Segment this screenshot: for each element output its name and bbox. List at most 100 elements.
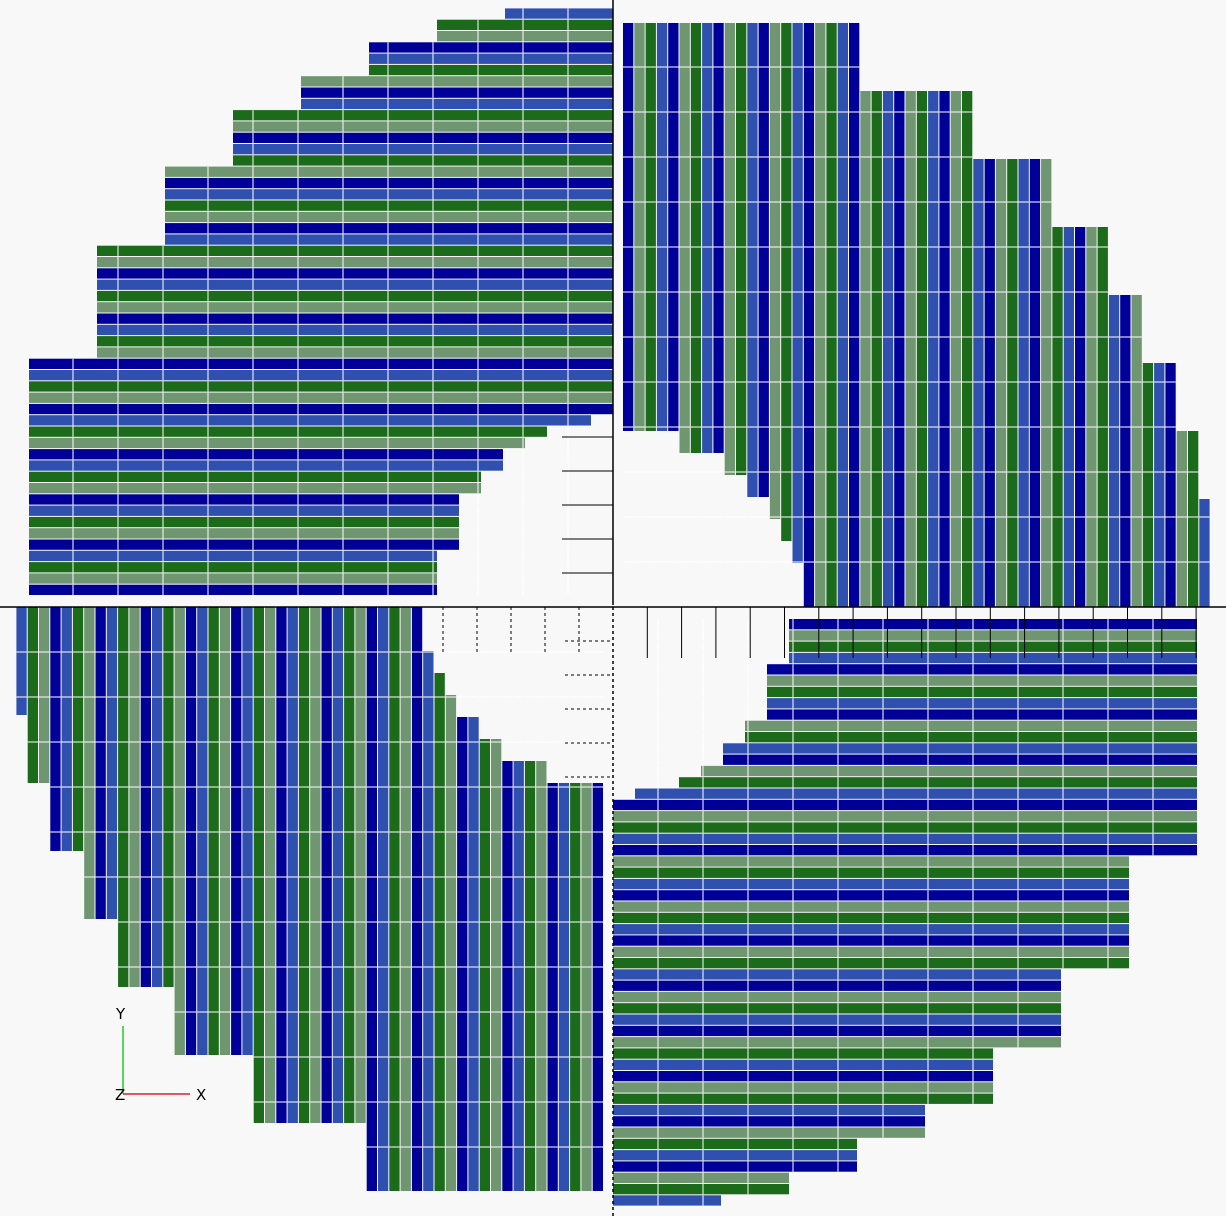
top-left-strip — [165, 177, 613, 189]
bottom-left-strip — [400, 607, 411, 1191]
top-left-strip — [29, 358, 613, 369]
bottom-left-strip — [332, 607, 344, 1123]
top-right-strip — [656, 23, 668, 431]
top-left-strip — [29, 437, 525, 449]
bottom-right-strip — [767, 686, 1197, 698]
top-left-strip — [97, 279, 613, 290]
top-right-strip — [1018, 159, 1029, 607]
bottom-right-strip — [613, 935, 1129, 946]
top-left-strip — [97, 302, 613, 313]
gizmo-y-label: Y — [115, 1005, 126, 1023]
top-right-strip — [1188, 431, 1199, 607]
gizmo-z-label: Z — [115, 1086, 125, 1104]
top-left-strip — [29, 573, 437, 584]
bottom-left-strip — [536, 761, 547, 1191]
bottom-left-strip — [129, 607, 140, 987]
bottom-left-strip — [219, 607, 231, 1055]
bottom-left-strip — [581, 783, 592, 1191]
top-right-strip — [928, 91, 939, 607]
axis-ticks — [442, 436, 1197, 778]
top-right-strip — [1086, 227, 1097, 607]
top-right-strip — [758, 23, 769, 497]
top-right-strip — [849, 23, 860, 607]
top-left-strip — [29, 460, 503, 471]
top-left-strip — [29, 584, 437, 595]
top-right-strip — [1199, 499, 1210, 607]
bottom-right-strip — [613, 1150, 857, 1161]
bottom-left-strip — [524, 761, 536, 1191]
bottom-left-strip — [231, 607, 242, 1055]
top-left-strip — [301, 87, 613, 98]
bottom-right-strip — [613, 856, 1129, 867]
bottom-left-strip — [389, 607, 400, 1191]
top-left-strip — [29, 403, 613, 415]
bottom-right-strip — [613, 1048, 993, 1059]
top-left-strip — [97, 290, 613, 302]
top-left-strip — [29, 539, 459, 550]
bottom-right-strip — [613, 867, 1129, 878]
bottom-right-strip — [613, 1127, 925, 1138]
bottom-right-strip — [767, 664, 1197, 675]
bottom-right-strip — [613, 1003, 1061, 1014]
bottom-right-strip — [613, 980, 1061, 991]
bottom-left-strip — [163, 607, 174, 987]
top-right-strip — [1029, 159, 1041, 607]
top-left-strip — [437, 19, 613, 30]
bottom-left-strip — [457, 717, 468, 1191]
top-right-strip — [815, 23, 826, 607]
bottom-left-strip — [174, 607, 185, 1055]
top-right-strip — [939, 91, 950, 607]
top-left-strip — [29, 550, 437, 562]
top-left-strip — [29, 426, 547, 437]
bottom-left-strip — [50, 607, 61, 851]
top-right-strip — [713, 23, 724, 453]
bottom-right-strip — [613, 1037, 1061, 1048]
top-left-strip — [29, 483, 481, 494]
top-right-strip — [1154, 363, 1165, 607]
bottom-right-strip — [613, 822, 1197, 833]
top-left-strip — [29, 562, 437, 573]
top-left-strip — [233, 144, 613, 155]
bottom-left-strip — [513, 761, 524, 1191]
top-right-strip — [792, 23, 803, 563]
quadrant-top-left-tiles — [29, 8, 613, 595]
bottom-left-strip — [287, 607, 298, 1123]
top-left-strip — [97, 324, 613, 336]
bottom-right-strip — [613, 1138, 857, 1150]
bottom-right-strip — [613, 1059, 993, 1070]
top-left-strip — [165, 234, 613, 245]
top-left-strip — [97, 313, 613, 324]
bottom-right-strip — [767, 675, 1197, 686]
bottom-left-strip — [276, 607, 287, 1123]
top-left-strip — [29, 494, 459, 505]
bottom-left-strip — [72, 607, 84, 851]
bottom-right-strip — [789, 652, 1197, 664]
bottom-right-strip — [613, 878, 1129, 890]
bottom-left-strip — [366, 607, 377, 1191]
top-right-strip — [826, 23, 837, 607]
top-left-strip — [233, 121, 613, 132]
bottom-right-strip — [613, 1093, 993, 1104]
bottom-left-strip — [558, 783, 570, 1191]
orientation-gizmo: Y X Z — [115, 1005, 206, 1104]
bottom-right-strip — [613, 1014, 1061, 1025]
bottom-left-strip — [310, 607, 321, 1123]
top-right-strip — [1097, 227, 1108, 607]
top-left-strip — [165, 189, 613, 200]
bottom-left-strip — [502, 761, 513, 1191]
bottom-right-strip — [613, 958, 1129, 969]
top-right-strip — [916, 91, 928, 607]
bottom-left-strip — [423, 651, 434, 1191]
bottom-left-strip — [321, 607, 332, 1123]
top-right-strip — [690, 23, 702, 453]
top-left-strip — [29, 370, 613, 381]
bottom-right-strip — [789, 641, 1197, 652]
bottom-left-strip — [378, 607, 389, 1191]
top-right-strip — [894, 91, 905, 607]
top-left-strip — [301, 76, 613, 87]
top-left-strip — [97, 336, 613, 347]
top-right-strip — [905, 91, 916, 607]
